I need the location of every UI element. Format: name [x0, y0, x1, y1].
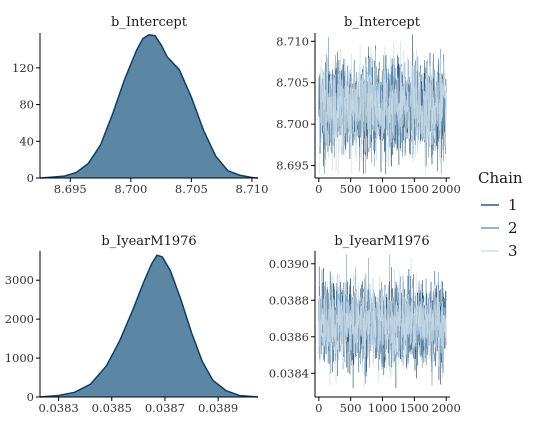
density-curve	[39, 254, 259, 398]
trace-chain-3	[318, 257, 447, 387]
x-tick-label: 1000	[368, 182, 397, 196]
chain-legend: Chain 1 2 3	[478, 169, 523, 260]
x-tick-label: 0	[315, 182, 322, 196]
y-tick-label: 1000	[5, 351, 34, 365]
x-tick-label: 0.0387	[145, 401, 185, 415]
x-tick-label: 8.710	[235, 182, 268, 196]
y-tick-label: 0	[27, 390, 34, 404]
legend-label-chain-2: 2	[508, 219, 518, 237]
y-tick-label: 8.695	[276, 159, 309, 173]
y-tick-label: 120	[12, 61, 34, 75]
x-tick-label: 8.705	[175, 182, 208, 196]
density-curve	[39, 34, 259, 179]
x-tick-label: 500	[340, 401, 362, 415]
panel-title-intercept-trace: b_Intercept	[344, 15, 421, 30]
trace-chain-3	[318, 41, 447, 174]
x-tick-label: 0.0383	[38, 401, 78, 415]
y-tick-label: 8.700	[276, 117, 309, 131]
x-tick-label: 8.695	[54, 182, 87, 196]
density-panel-iyear: b_IyearM1976 0.0383 0.0385 0.0387 0.0389 0 10…	[5, 234, 259, 415]
x-tick-label: 0.0385	[92, 401, 132, 415]
trace-panel-iyear: b_IyearM1976 0 500 1000 1500 2000 0.0384 0.038…	[269, 234, 461, 415]
x-tick-label: 0	[315, 401, 322, 415]
trace-panel-intercept: b_Intercept 0 500 1000 1500 2000 8.695 8.700 8.…	[276, 15, 461, 196]
x-tick-label: 1000	[368, 401, 397, 415]
legend-label-chain-3: 3	[508, 242, 518, 260]
panel-title-intercept-density: b_Intercept	[111, 15, 188, 30]
y-tick-label: 8.705	[276, 76, 309, 90]
x-tick-label: 8.700	[114, 182, 147, 196]
x-tick-label: 500	[340, 182, 362, 196]
y-tick-label: 0.0384	[269, 366, 309, 380]
y-tick-label: 0.0390	[269, 257, 309, 271]
density-area	[40, 34, 258, 179]
y-tick-label: 40	[19, 134, 34, 148]
y-tick-label: 8.710	[276, 34, 309, 48]
y-tick-label: 0.0386	[269, 330, 309, 344]
legend-label-chain-1: 1	[508, 196, 518, 214]
panel-title-iyear-trace: b_IyearM1976	[334, 234, 429, 249]
density-panel-intercept: b_Intercept 8.695 8.700 8.705 8.710 0 40 80 120	[12, 15, 268, 196]
legend-title: Chain	[478, 169, 523, 187]
y-tick-label: 3000	[5, 273, 34, 287]
x-tick-label: 2000	[432, 401, 461, 415]
y-tick-label: 80	[19, 98, 34, 112]
x-tick-label: 2000	[432, 182, 461, 196]
y-tick-label: 2000	[5, 312, 34, 326]
x-tick-label: 0.0389	[198, 401, 238, 415]
density-area	[40, 255, 258, 397]
x-tick-label: 1500	[400, 401, 429, 415]
x-tick-label: 1500	[400, 182, 429, 196]
y-tick-label: 0.0388	[269, 293, 309, 307]
panel-title-iyear-density: b_IyearM1976	[101, 234, 196, 249]
y-tick-label: 0	[27, 171, 34, 185]
